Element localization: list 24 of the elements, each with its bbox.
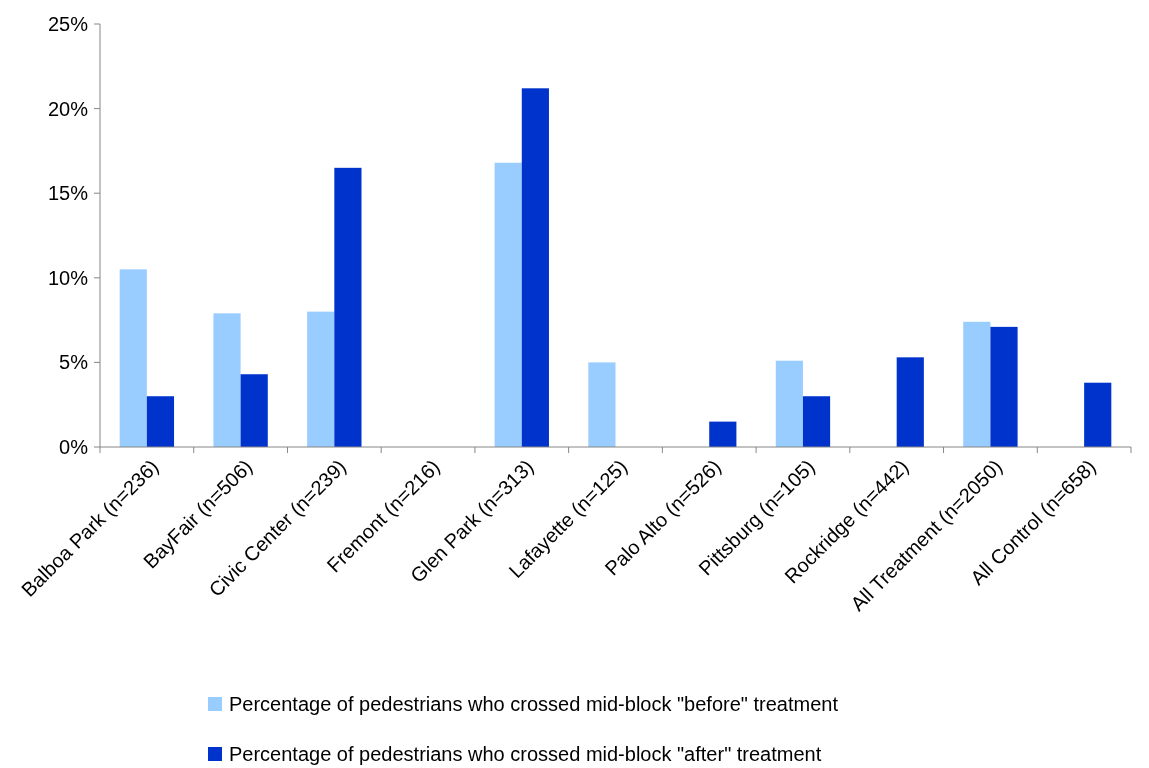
bar [240,374,268,447]
bar [990,326,1018,447]
bar [146,396,175,447]
y-tick-label: 5% [59,351,89,374]
bar [307,311,335,447]
y-tick-label: 10% [47,266,89,289]
bar [963,321,991,447]
bar [334,167,362,447]
bar [709,421,737,447]
bar [521,88,549,447]
bar [1084,382,1112,447]
bar [588,362,616,447]
bar [896,357,924,447]
bar [494,162,522,447]
y-tick-label: 25% [47,13,89,35]
bar [119,269,147,447]
legend-label: Percentage of pedestrians who crossed mid-block "before" treatment [229,693,839,715]
bar [802,396,831,447]
y-tick-label: 20% [47,97,89,120]
y-tick-label: 0% [59,436,89,458]
bar [775,360,803,447]
legend-label: Percentage of pedestrians who crossed mid-block "after" treatment [229,743,822,765]
bar [213,313,241,447]
y-tick-label: 15% [47,182,89,205]
